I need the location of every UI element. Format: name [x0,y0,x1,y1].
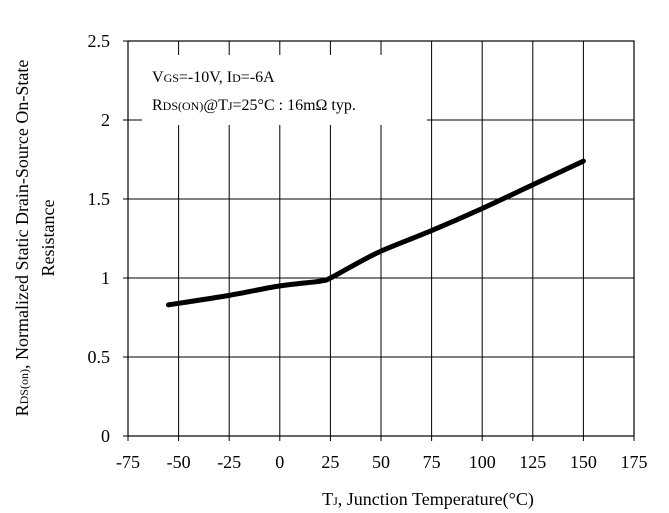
y-tick-label: 2.5 [88,31,111,51]
plot-frame [123,40,635,441]
x-tick-labels: -75 -50 -25 0 25 50 75 100 125 150 175 [116,452,648,472]
y-tick-label: 1 [101,268,110,288]
x-axis-label-rest: , Junction Temperature(°C) [338,489,534,510]
x-tick-label: 175 [621,452,648,472]
annotation-box [142,55,427,125]
annotation-line-1: VGS=-10V, ID=-6A [152,69,275,86]
y-axis-label-sub: DS(on) [17,369,31,404]
annotation-text: =-6A [241,69,275,86]
y-tick-label: 0.5 [88,347,111,367]
annotation-subscript: D [232,71,241,85]
annotation-subscript: J [228,99,233,113]
y-axis-label-main: R [12,404,32,416]
annotation-text: R [152,97,163,114]
x-tick-label: -50 [167,452,191,472]
x-tick-label: 50 [372,452,390,472]
x-tick-label: 25 [321,452,339,472]
x-axis-label: TJ, Junction Temperature(°C) [322,489,534,510]
x-tick-label: 125 [519,452,546,472]
x-tick-label: 0 [275,452,284,472]
y-tick-label: 2 [101,110,110,130]
annotation-text: V [152,69,164,86]
x-tick-label: -75 [116,452,140,472]
annotation-subscript: GS [164,71,179,85]
x-tick-label: 100 [469,452,496,472]
annotation-text: =-10V, I [179,69,232,86]
x-axis-label-main: T [322,489,333,509]
series-layer [165,158,586,308]
annotation-text: =25°C : 16mΩ typ. [233,97,356,114]
annotation-text: @T [203,97,228,114]
y-axis-label-line-2: Resistance [38,200,58,277]
series-line [165,158,586,308]
y-axis-label-line-1: RDS(on), Normalized Static Drain-Source … [12,60,32,417]
annotation-subscript: DS(ON) [163,99,204,113]
x-tick-label: -25 [217,452,241,472]
x-tick-label: 75 [423,452,441,472]
x-axis-label-sub: J [333,494,338,508]
y-tick-labels: 0 0.5 1 1.5 2 2.5 [88,31,111,446]
x-tick-label: 150 [570,452,597,472]
y-tick-label: 0 [101,426,110,446]
y-tick-label: 1.5 [88,189,111,209]
annotation-line-2: RDS(ON)@TJ=25°C : 16mΩ typ. [152,97,356,114]
y-axis-label-rest: , Normalized Static Drain-Source On-Stat… [12,60,32,369]
